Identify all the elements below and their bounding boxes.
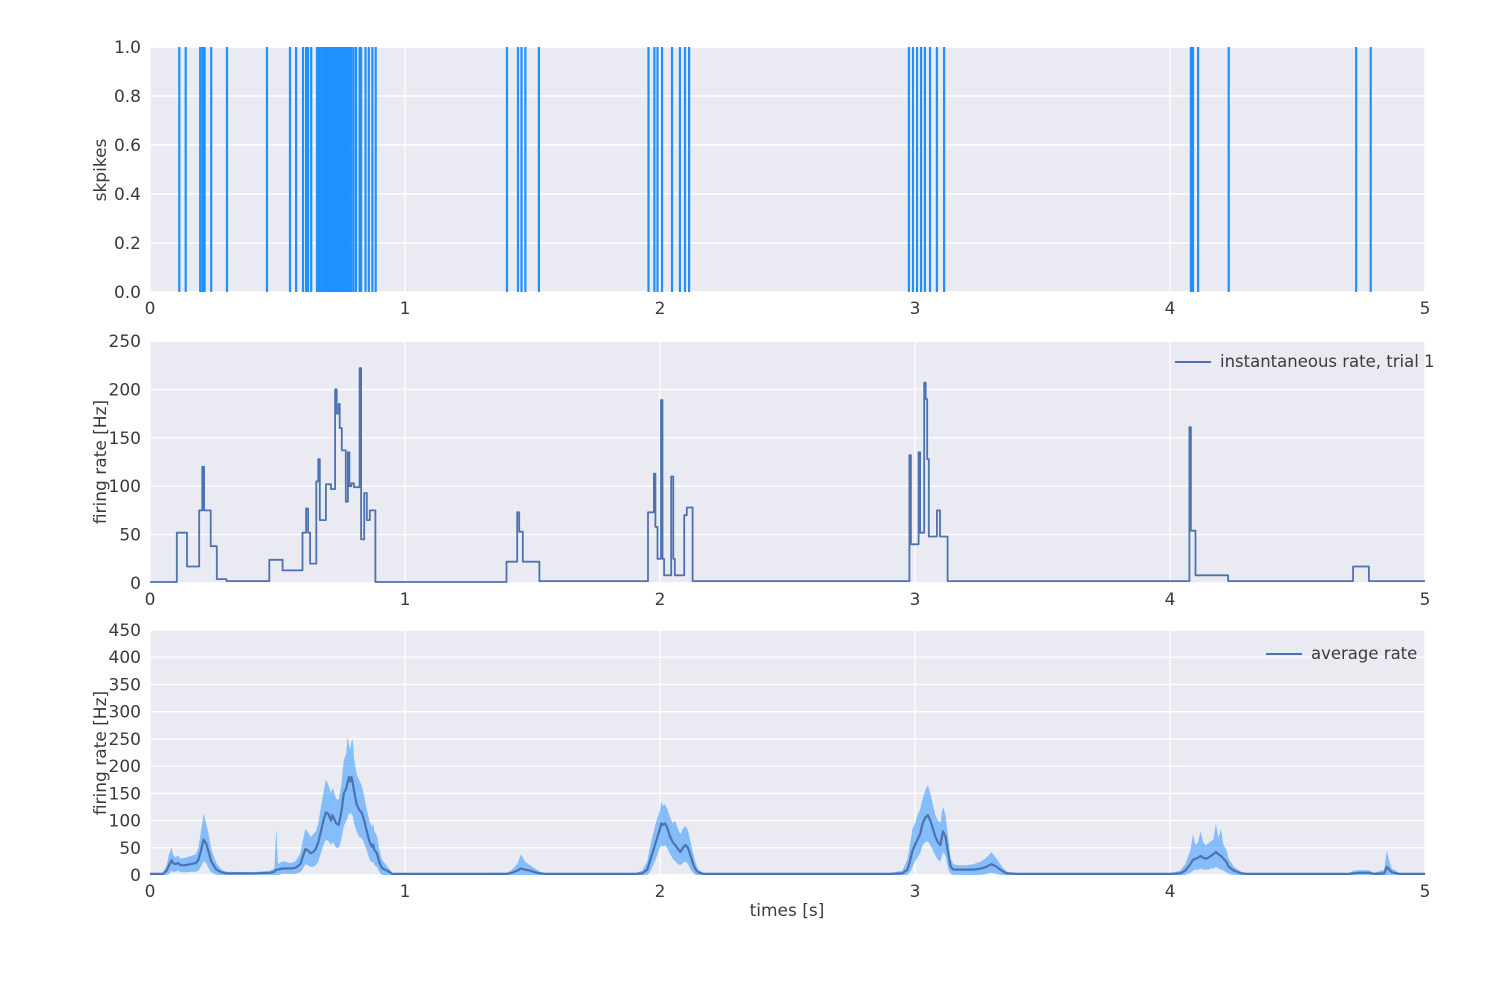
y-tick-label: 300 <box>109 703 141 723</box>
y-tick-label: 50 <box>119 526 141 546</box>
y-tick-label: 0.2 <box>114 234 141 254</box>
x-tick-label: 4 <box>1165 590 1176 610</box>
instantaneous-rate-line <box>150 367 1425 583</box>
x-tick-label: 3 <box>910 590 921 610</box>
y-tick-label: 100 <box>109 477 141 497</box>
y-tick-label: 350 <box>109 675 141 695</box>
x-tick-label: 2 <box>655 299 666 319</box>
y-tick-label: 100 <box>109 812 141 832</box>
x-tick-label: 2 <box>655 882 666 902</box>
x-tick-label: 5 <box>1420 590 1431 610</box>
y-tick-label: 450 <box>109 621 141 641</box>
x-tick-label: 0 <box>145 882 156 902</box>
y-tick-label: 400 <box>109 648 141 668</box>
average-y-axis-label: firing rate [Hz] <box>91 690 111 816</box>
instantaneous-y-axis-label: firing rate [Hz] <box>91 399 111 525</box>
y-tick-label: 0.0 <box>114 283 141 303</box>
x-tick-label: 4 <box>1165 882 1176 902</box>
plot-background <box>150 341 1425 583</box>
x-tick-label: 3 <box>910 882 921 902</box>
y-tick-label: 0 <box>130 866 141 886</box>
average-rate-line <box>150 775 1425 875</box>
legend-line-sample <box>1266 652 1302 655</box>
legend-label: instantaneous rate, trial 1 <box>1220 352 1435 371</box>
plot-background <box>150 47 1425 292</box>
y-tick-label: 150 <box>109 784 141 804</box>
x-tick-label: 0 <box>145 299 156 319</box>
x-axis-label: times [s] <box>749 901 825 921</box>
y-tick-label: 200 <box>109 380 141 400</box>
y-tick-label: 150 <box>109 429 141 449</box>
y-tick-label: 200 <box>109 757 141 777</box>
x-tick-label: 4 <box>1165 299 1176 319</box>
std-band <box>150 736 1425 875</box>
x-tick-label: 0 <box>145 590 156 610</box>
x-tick-label: 1 <box>400 590 411 610</box>
x-tick-label: 5 <box>1420 882 1431 902</box>
y-tick-label: 0.8 <box>114 87 141 107</box>
spike-raster-chart: 0 1 2 3 4 5 0.0 0.2 0.4 0.6 0.8 1.0 <box>114 38 1431 319</box>
x-tick-label: 5 <box>1420 299 1431 319</box>
spikes-y-axis-label: skpikes <box>91 138 111 202</box>
x-tick-label: 3 <box>910 299 921 319</box>
y-tick-label: 50 <box>119 839 141 859</box>
legend-line-sample <box>1175 360 1211 363</box>
x-tick-label: 1 <box>400 299 411 319</box>
y-tick-label: 250 <box>109 730 141 750</box>
y-tick-label: 0.4 <box>114 185 141 205</box>
y-tick-label: 0.6 <box>114 136 141 156</box>
average-rate-legend: average rate <box>1266 644 1417 663</box>
x-tick-label: 2 <box>655 590 666 610</box>
y-tick-label: 250 <box>109 332 141 352</box>
y-tick-label: 0 <box>130 574 141 594</box>
x-tick-label: 1 <box>400 882 411 902</box>
y-tick-label: 1.0 <box>114 38 141 58</box>
legend-label: average rate <box>1311 644 1418 663</box>
instantaneous-rate-legend: instantaneous rate, trial 1 <box>1175 352 1435 371</box>
